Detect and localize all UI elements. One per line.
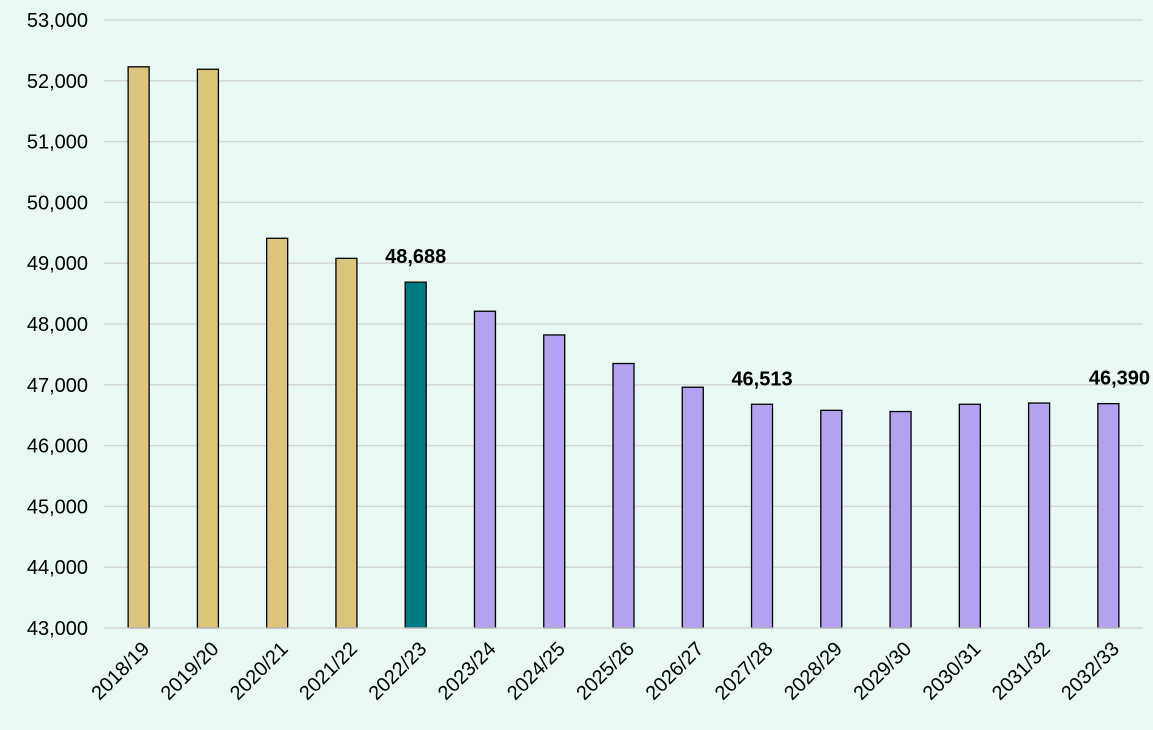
x-axis: 2018/19 2019/20 2020/21 2021/22 2022/23 2023/… xyxy=(87,627,1143,705)
y-tick-label: 46,000 xyxy=(27,436,88,458)
y-tick-label: 45,000 xyxy=(27,496,88,518)
bar xyxy=(750,403,774,629)
bars xyxy=(127,66,1120,629)
bar xyxy=(473,310,497,629)
x-tick-label: 2019/20 xyxy=(157,638,224,705)
bar xyxy=(1097,402,1120,629)
bar xyxy=(820,409,843,629)
bar xyxy=(889,410,912,629)
x-tick-label: 2030/31 xyxy=(919,638,986,705)
y-tick-label: 44,000 xyxy=(27,557,88,579)
y-tick-label: 52,000 xyxy=(27,71,88,93)
y-tick-label: 47,000 xyxy=(27,375,88,397)
bar xyxy=(127,66,150,629)
bar xyxy=(404,281,427,629)
bar xyxy=(681,386,704,629)
x-tick-label: 2023/24 xyxy=(434,638,501,705)
y-tick-label: 49,000 xyxy=(27,253,88,275)
x-tick-label: 2022/23 xyxy=(365,638,432,705)
bar xyxy=(612,362,635,629)
y-tick-label: 51,000 xyxy=(27,132,88,154)
bar xyxy=(958,403,981,629)
x-tick-label: 2027/28 xyxy=(711,638,778,705)
data-labels: 48,688 46,513 46,390 xyxy=(385,246,1150,390)
y-tick-label: 43,000 xyxy=(27,618,88,640)
x-tick-label: 2018/19 xyxy=(87,638,154,705)
x-tick-label: 2021/22 xyxy=(295,638,362,705)
y-tick-label: 50,000 xyxy=(27,192,88,214)
bar xyxy=(543,334,566,629)
y-tick-label: 53,000 xyxy=(27,10,88,32)
data-label: 46,513 xyxy=(731,368,792,390)
x-tick-label: 2024/25 xyxy=(503,638,570,705)
x-tick-label: 2032/33 xyxy=(1057,638,1124,705)
x-tick-label: 2020/21 xyxy=(226,638,293,705)
data-label: 46,390 xyxy=(1089,368,1150,390)
x-tick-label: 2029/30 xyxy=(849,638,916,705)
bar xyxy=(196,68,220,629)
x-tick-label: 2028/29 xyxy=(780,638,847,705)
x-tick-label: 2031/32 xyxy=(988,638,1055,705)
y-tick-label: 48,000 xyxy=(27,314,88,336)
x-tick-label: 2025/26 xyxy=(572,638,639,705)
data-label: 48,688 xyxy=(385,246,446,268)
bar xyxy=(335,257,358,629)
y-axis: 43,000 44,000 45,000 46,000 47,000 48,000 49,0… xyxy=(27,10,88,640)
bar xyxy=(266,237,289,629)
x-tick-label: 2026/27 xyxy=(642,638,709,705)
bar xyxy=(1027,402,1051,629)
